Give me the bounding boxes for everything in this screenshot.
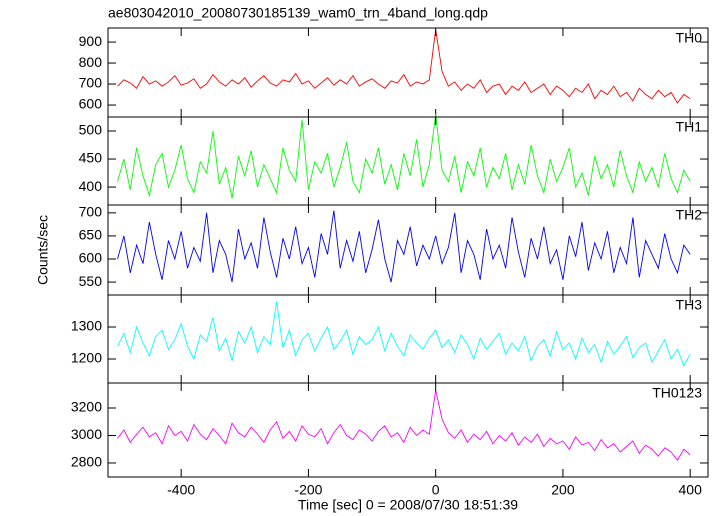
y-tick-label: 400 bbox=[79, 178, 103, 194]
y-tick-label: 500 bbox=[79, 122, 103, 138]
y-tick-label: 600 bbox=[79, 96, 103, 112]
panel-label: TH1 bbox=[676, 119, 703, 135]
y-tick-label: 3200 bbox=[71, 399, 102, 415]
y-tick-label: 700 bbox=[79, 204, 103, 220]
y-tick-label: 800 bbox=[79, 54, 103, 70]
panel-label: TH2 bbox=[676, 207, 703, 223]
data-line bbox=[117, 390, 691, 462]
data-line bbox=[117, 29, 691, 104]
y-tick-label: 600 bbox=[79, 250, 103, 266]
y-axis-label: Counts/sec bbox=[35, 215, 51, 285]
data-line bbox=[117, 114, 691, 199]
y-tick-label: 900 bbox=[79, 33, 103, 49]
x-tick-label: 400 bbox=[679, 482, 703, 498]
panel-frame bbox=[107, 204, 709, 296]
panel-label: TH0 bbox=[676, 30, 703, 46]
panel-label: TH3 bbox=[676, 297, 703, 313]
y-tick-label: 700 bbox=[79, 75, 103, 91]
y-tick-label: 550 bbox=[79, 273, 103, 289]
data-line bbox=[117, 301, 691, 367]
x-tick-label: 200 bbox=[551, 482, 575, 498]
y-tick-label: 1300 bbox=[71, 318, 102, 334]
x-tick-label: 0 bbox=[432, 482, 440, 498]
x-tick-label: -200 bbox=[294, 482, 322, 498]
y-tick-label: 650 bbox=[79, 227, 103, 243]
y-tick-label: 3000 bbox=[71, 426, 102, 442]
panel-frame bbox=[107, 294, 709, 384]
data-line bbox=[117, 210, 691, 283]
y-tick-label: 450 bbox=[79, 150, 103, 166]
x-tick-label: -400 bbox=[167, 482, 195, 498]
panel-label: TH0123 bbox=[652, 385, 702, 401]
chart-title: ae803042010_20080730185139_wam0_trn_4ban… bbox=[108, 5, 488, 21]
y-tick-label: 2800 bbox=[71, 454, 102, 470]
panel-frame bbox=[107, 27, 709, 118]
y-tick-label: 1200 bbox=[71, 350, 102, 366]
panel-frame bbox=[107, 382, 709, 478]
x-axis-label: Time [sec] 0 = 2008/07/30 18:51:39 bbox=[298, 497, 518, 513]
